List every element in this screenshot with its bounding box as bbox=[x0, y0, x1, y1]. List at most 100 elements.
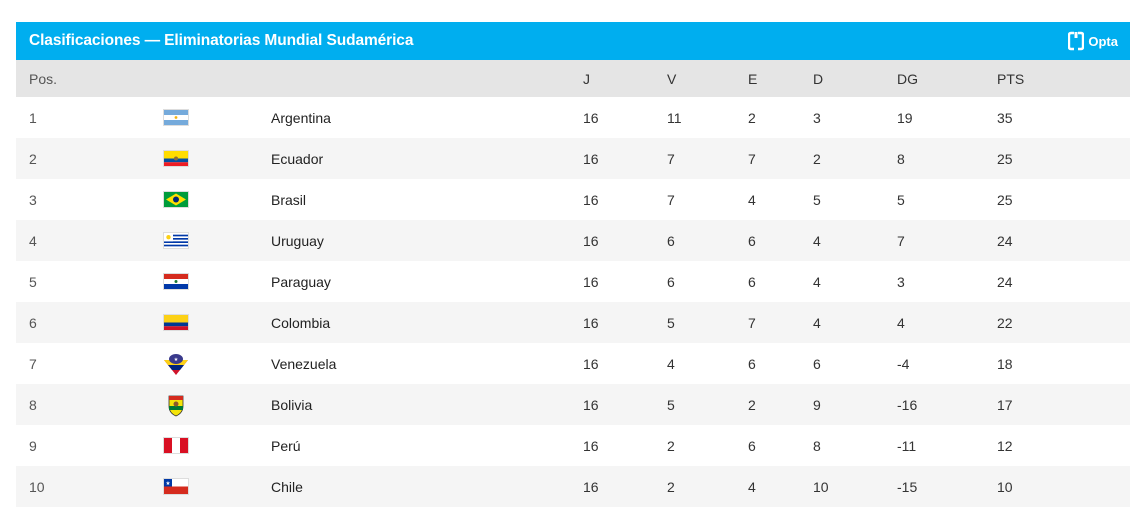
row-v: 2 bbox=[667, 437, 675, 454]
row-d: 10 bbox=[813, 478, 829, 495]
row-pos: 8 bbox=[29, 396, 37, 413]
row-team[interactable]: Colombia bbox=[271, 314, 331, 331]
table-row[interactable]: 9 Perú 16 2 6 8 -11 12 bbox=[16, 425, 1130, 466]
row-v: 6 bbox=[667, 232, 675, 249]
table-row[interactable]: 7 ★ Venezuela 16 4 6 6 -4 18 bbox=[16, 343, 1130, 384]
col-header-pos[interactable]: Pos. bbox=[29, 70, 58, 87]
row-dg: -4 bbox=[897, 355, 910, 372]
row-j: 16 bbox=[583, 232, 599, 249]
row-e: 2 bbox=[748, 109, 756, 126]
row-e: 2 bbox=[748, 396, 756, 413]
row-pos: 2 bbox=[29, 150, 37, 167]
row-pts: 12 bbox=[997, 437, 1013, 454]
row-e: 6 bbox=[748, 437, 756, 454]
row-d: 4 bbox=[813, 314, 821, 331]
table-row[interactable]: 1 Argentina 16 11 2 3 19 35 bbox=[16, 97, 1130, 138]
row-team[interactable]: Ecuador bbox=[271, 150, 324, 167]
row-pts: 22 bbox=[997, 314, 1013, 331]
svg-text:★: ★ bbox=[166, 481, 171, 487]
row-j: 16 bbox=[583, 314, 599, 331]
row-j: 16 bbox=[583, 437, 599, 454]
row-dg: 5 bbox=[897, 191, 905, 208]
row-v: 2 bbox=[667, 478, 675, 495]
opta-brand-label: Opta bbox=[1088, 33, 1118, 49]
row-pos: 3 bbox=[29, 191, 37, 208]
row-d: 2 bbox=[813, 150, 821, 167]
uruguay-flag-icon bbox=[163, 232, 189, 249]
row-pos: 10 bbox=[29, 478, 45, 495]
row-dg: 3 bbox=[897, 273, 905, 290]
row-pts: 25 bbox=[997, 191, 1013, 208]
table-row[interactable]: 3 Brasil 16 7 4 5 5 25 bbox=[16, 179, 1130, 220]
row-d: 9 bbox=[813, 396, 821, 413]
row-pts: 17 bbox=[997, 396, 1013, 413]
row-j: 16 bbox=[583, 478, 599, 495]
row-e: 4 bbox=[748, 478, 756, 495]
row-pos: 4 bbox=[29, 232, 37, 249]
chile-flag-icon: ★ bbox=[163, 478, 189, 495]
row-team[interactable]: Perú bbox=[271, 437, 301, 454]
col-header-d[interactable]: D bbox=[813, 70, 824, 87]
table-row[interactable]: 8 Bolivia 16 5 2 9 -16 17 bbox=[16, 384, 1130, 425]
table-row[interactable]: 2 Ecuador 16 7 7 2 8 25 bbox=[16, 138, 1130, 179]
row-team[interactable]: Bolivia bbox=[271, 396, 313, 413]
row-dg: 8 bbox=[897, 150, 905, 167]
standings-widget: Clasificaciones — Eliminatorias Mundial … bbox=[16, 22, 1130, 507]
standings-table: Pos. J V E D DG PTS 1 Argentina 16 11 bbox=[16, 60, 1130, 507]
row-j: 16 bbox=[583, 396, 599, 413]
row-v: 4 bbox=[667, 355, 675, 372]
row-dg: -15 bbox=[897, 478, 918, 495]
row-e: 6 bbox=[748, 232, 756, 249]
row-pts: 24 bbox=[997, 232, 1013, 249]
col-header-v[interactable]: V bbox=[667, 70, 677, 87]
opta-logo[interactable]: Opta bbox=[1068, 31, 1118, 51]
table-row[interactable]: 4 Uruguay 16 6 6 4 7 24 bbox=[16, 220, 1130, 261]
row-pos: 7 bbox=[29, 355, 37, 372]
brazil-flag-icon bbox=[163, 191, 189, 208]
row-e: 6 bbox=[748, 273, 756, 290]
row-j: 16 bbox=[583, 109, 599, 126]
row-dg: 4 bbox=[897, 314, 905, 331]
row-pos: 1 bbox=[29, 109, 37, 126]
row-team[interactable]: Paraguay bbox=[271, 273, 331, 290]
row-j: 16 bbox=[583, 150, 599, 167]
row-team[interactable]: Venezuela bbox=[271, 355, 337, 372]
title-bar: Clasificaciones — Eliminatorias Mundial … bbox=[16, 22, 1130, 60]
row-e: 6 bbox=[748, 355, 756, 372]
col-header-pts[interactable]: PTS bbox=[997, 70, 1025, 87]
row-dg: -11 bbox=[897, 437, 917, 454]
row-pts: 24 bbox=[997, 273, 1013, 290]
paraguay-flag-icon bbox=[163, 273, 189, 290]
row-j: 16 bbox=[583, 355, 599, 372]
row-team[interactable]: Chile bbox=[271, 478, 303, 495]
col-header-dg[interactable]: DG bbox=[897, 70, 918, 87]
table-row[interactable]: 10 ★ Chile 16 2 4 10 -15 10 bbox=[16, 466, 1130, 507]
row-d: 4 bbox=[813, 232, 821, 249]
row-j: 16 bbox=[583, 273, 599, 290]
page-title: Clasificaciones — Eliminatorias Mundial … bbox=[29, 32, 414, 49]
row-v: 11 bbox=[667, 109, 682, 126]
row-dg: -16 bbox=[897, 396, 918, 413]
row-v: 7 bbox=[667, 150, 675, 167]
row-d: 5 bbox=[813, 191, 821, 208]
row-pos: 6 bbox=[29, 314, 37, 331]
table-row[interactable]: 6 Colombia 16 5 7 4 4 22 bbox=[16, 302, 1130, 343]
row-team[interactable]: Argentina bbox=[271, 109, 331, 126]
row-pts: 18 bbox=[997, 355, 1013, 372]
row-d: 6 bbox=[813, 355, 821, 372]
row-v: 6 bbox=[667, 273, 675, 290]
opta-brand-icon bbox=[1068, 31, 1085, 51]
row-d: 8 bbox=[813, 437, 821, 454]
bolivia-badge-icon bbox=[163, 392, 189, 418]
argentina-flag-icon bbox=[163, 109, 189, 126]
colombia-flag-icon bbox=[163, 314, 189, 331]
row-pts: 35 bbox=[997, 109, 1013, 126]
row-team[interactable]: Brasil bbox=[271, 191, 307, 208]
table-row[interactable]: 5 Paraguay 16 6 6 4 3 24 bbox=[16, 261, 1130, 302]
row-d: 3 bbox=[813, 109, 821, 126]
col-header-j[interactable]: J bbox=[583, 70, 590, 87]
peru-flag-icon bbox=[163, 437, 189, 454]
row-team[interactable]: Uruguay bbox=[271, 232, 324, 249]
col-header-e[interactable]: E bbox=[748, 70, 758, 87]
venezuela-badge-icon: ★ bbox=[163, 351, 189, 377]
